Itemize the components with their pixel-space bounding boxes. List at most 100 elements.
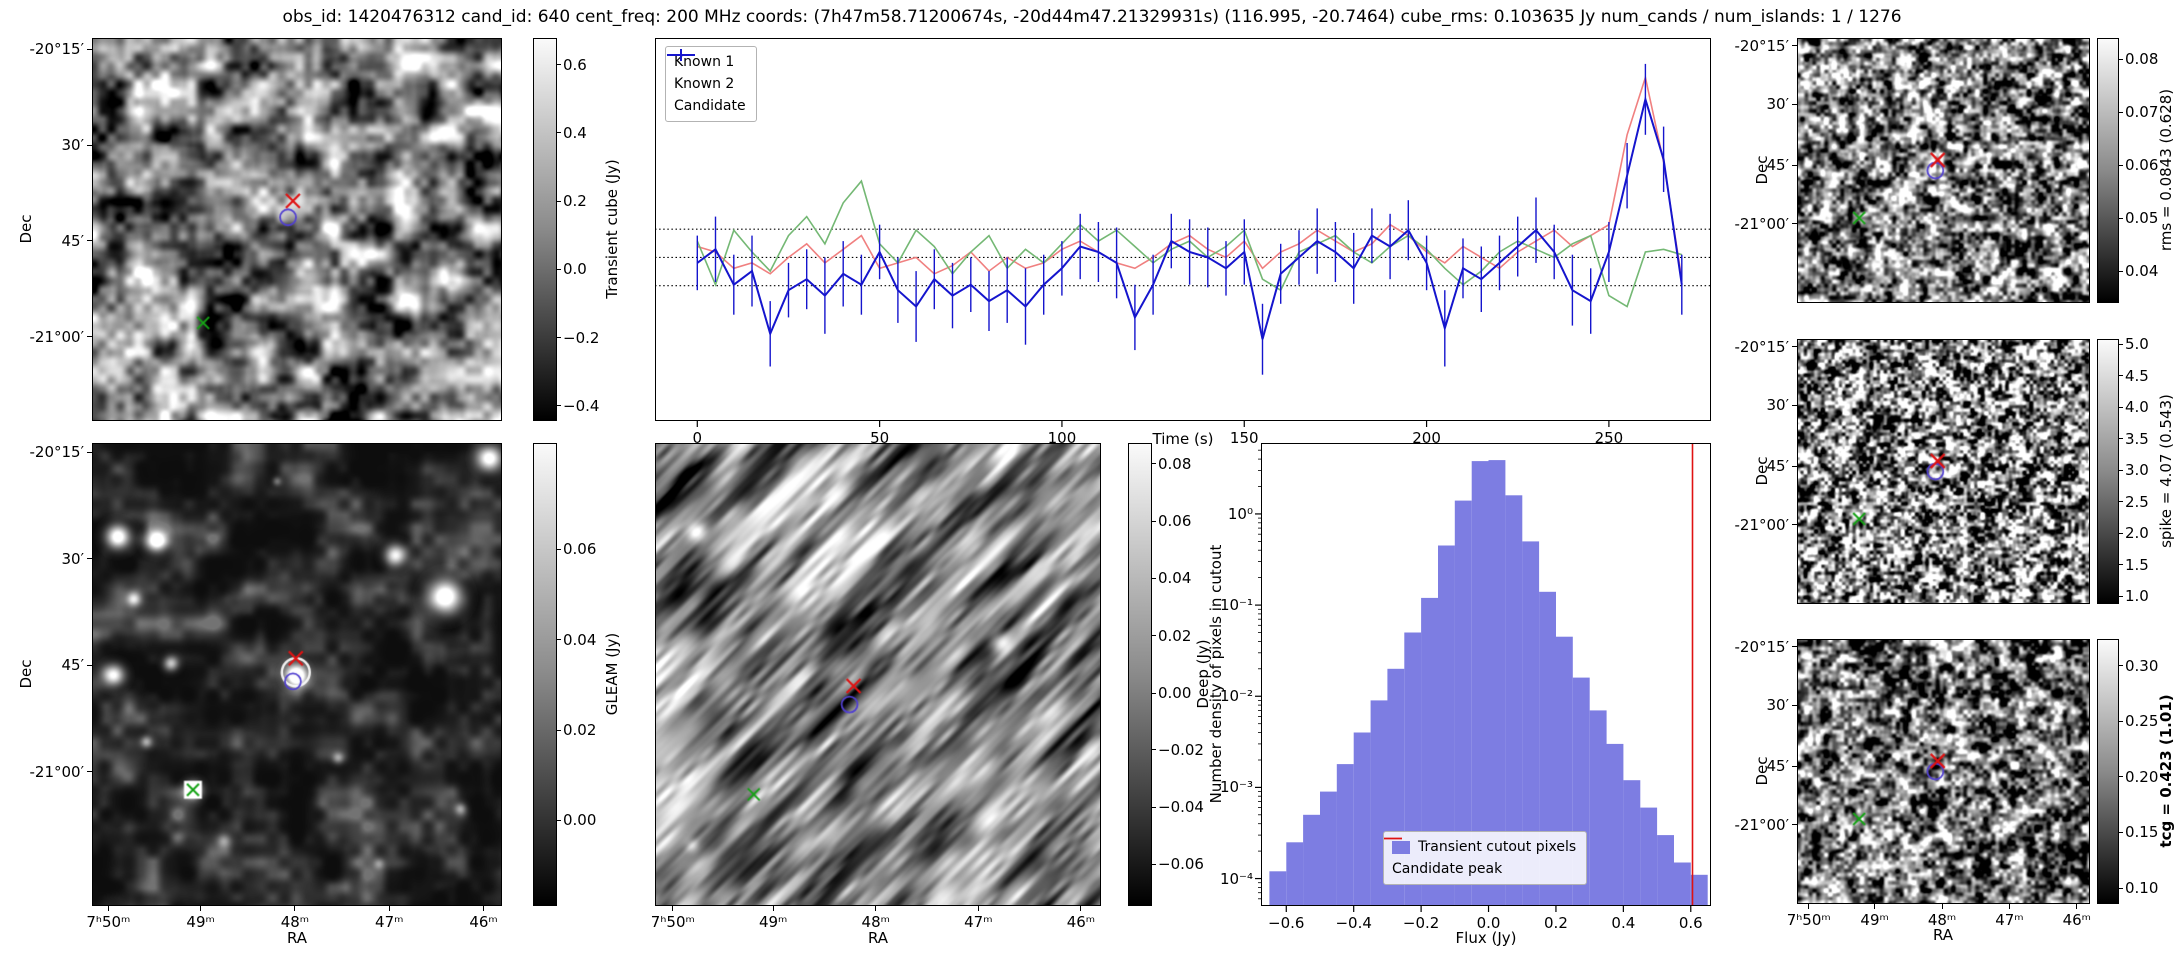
- spike-colorbar-tick-mark: [2119, 532, 2123, 534]
- histogram-bar: [1336, 764, 1354, 906]
- tcg-ra-tick-mark: [1941, 904, 1943, 909]
- legend-label: Known 1: [674, 54, 735, 70]
- deep-colorbar-tick-label: 0.00: [1158, 684, 1192, 703]
- spike-dec-tick-mark: [1792, 404, 1797, 406]
- transient-colorbar-tick-mark: [557, 64, 561, 66]
- histogram-legend-item: Transient cutout pixels: [1392, 836, 1576, 858]
- rms-canvas: [1798, 39, 2089, 302]
- lightcurve-plot: [655, 63, 1711, 427]
- transient-colorbar-tick-label: −0.2: [563, 328, 600, 347]
- tcg-dec-tick-label: -21°00′: [1734, 815, 1790, 834]
- transient-dec-tick-mark: [87, 144, 92, 146]
- histogram-bar: [1623, 780, 1641, 906]
- tcg-ra-tick-label: 48ᵐ: [1927, 911, 1957, 929]
- rms-colorbar-tick-mark: [2119, 217, 2123, 219]
- histogram-x-axis-label: Flux (Jy): [1455, 929, 1517, 947]
- rms-colorbar-tick-label: 0.04: [2125, 262, 2159, 281]
- lightcurve-panel: 0 50 100 150 200 250 Known 1 Known 2 Candidate: [655, 38, 1711, 447]
- spike-colorbar-tick-label: 1.5: [2125, 555, 2149, 574]
- histogram-y-tick-label: 10⁻²: [1219, 687, 1253, 706]
- transient-dec-tick-label: 45′: [61, 231, 85, 250]
- gleam-ra-tick-mark: [388, 906, 390, 911]
- gleam-ra-tick-mark: [107, 906, 109, 911]
- histogram-bar: [1438, 545, 1455, 906]
- histogram-bar: [1673, 862, 1691, 906]
- transient-colorbar-tick-mark: [557, 268, 561, 270]
- spike-colorbar: [2097, 339, 2119, 604]
- tcg-ra-tick-mark: [2008, 904, 2010, 909]
- deep-colorbar-tick-label: −0.06: [1158, 855, 1204, 874]
- histogram-x-tick-label: −0.4: [1335, 914, 1372, 932]
- rms-dec-tick-mark: [1792, 45, 1797, 47]
- gleam-dec-tick-label: -20°15′: [29, 443, 85, 462]
- spike-colorbar-tick-mark: [2119, 406, 2123, 408]
- deep-image-panel: [655, 443, 1101, 906]
- deep-ra-tick-label: 49ᵐ: [758, 913, 788, 931]
- deep-ra-tick-label: 7ʰ50ᵐ: [650, 913, 695, 931]
- histogram-bar: [1690, 874, 1708, 906]
- deep-colorbar: [1128, 443, 1152, 906]
- tcg-colorbar: [2097, 639, 2119, 904]
- gleam-dec-tick-mark: [87, 558, 92, 560]
- gleam-dec-tick-label: 30′: [61, 549, 85, 568]
- transient-colorbar-tick-label: 0.2: [563, 192, 587, 211]
- gleam-dec-axis-label: Dec: [17, 659, 35, 689]
- lightcurve-legend: Known 1 Known 2 Candidate: [665, 46, 757, 122]
- tcg-colorbar-tick-label: 0.30: [2125, 656, 2159, 675]
- rms-colorbar-tick-mark: [2119, 58, 2123, 60]
- transient-colorbar-tick-mark: [557, 405, 561, 407]
- gleam-colorbar-tick-mark: [557, 639, 561, 641]
- tcg-ra-tick-mark: [2076, 904, 2078, 909]
- transient-colorbar-label: Transient cube (Jy): [603, 159, 621, 299]
- rms-colorbar: [2097, 38, 2119, 303]
- deep-colorbar-tick-mark: [1152, 577, 1156, 579]
- tcg-dec-tick-label: -20°15′: [1734, 637, 1790, 656]
- lightcurve-x-axis-label: Time (s): [1152, 430, 1214, 448]
- histogram-bar: [1353, 732, 1371, 906]
- tcg-dec-tick-label: 30′: [1766, 696, 1790, 715]
- gleam-colorbar: [533, 443, 557, 906]
- candidate-line: [696, 95, 1683, 340]
- spike-colorbar-tick-label: 2.0: [2125, 524, 2149, 543]
- tcg-colorbar-tick-mark: [2119, 776, 2123, 778]
- spike-canvas: [1798, 340, 2089, 603]
- spike-colorbar-tick-label: 3.0: [2125, 461, 2149, 480]
- gleam-canvas: [93, 444, 501, 905]
- tcg-ra-tick-mark: [1874, 904, 1876, 909]
- transient-colorbar-tick-mark: [557, 132, 561, 134]
- tcg-ra-tick-label: 46ᵐ: [2062, 911, 2092, 929]
- gleam-ra-tick-mark: [200, 906, 202, 911]
- histogram-y-tick-label: 10⁻¹: [1219, 596, 1253, 615]
- gleam-colorbar-tick-label: 0.06: [563, 540, 597, 559]
- deep-colorbar-tick-label: 0.08: [1158, 454, 1192, 473]
- figure-title: obs_id: 1420476312 cand_id: 640 cent_fre…: [282, 7, 1902, 27]
- gleam-ra-tick-label: 48ᵐ: [280, 913, 310, 931]
- spike-dec-tick-mark: [1792, 524, 1797, 525]
- deep-ra-tick-mark: [672, 906, 674, 911]
- spike-colorbar-tick-label: 1.0: [2125, 587, 2149, 606]
- spike-dec-tick-mark: [1792, 346, 1797, 348]
- lightcurve-x-tick-label: 100: [1047, 429, 1077, 447]
- gleam-colorbar-tick-mark: [557, 548, 561, 550]
- spike-colorbar-tick-label: 2.5: [2125, 492, 2149, 511]
- lightcurve-x-tick-label: 0: [692, 429, 703, 447]
- spike-colorbar-tick-mark: [2119, 375, 2123, 377]
- deep-colorbar-tick-label: −0.02: [1158, 740, 1204, 759]
- gleam-colorbar-tick-mark: [557, 729, 561, 731]
- lightcurve-x-tick-label: 150: [1229, 429, 1259, 447]
- spike-colorbar-label: spike = 4.07 (0.543): [2157, 394, 2175, 548]
- transient-colorbar-tick-label: 0.6: [563, 55, 587, 74]
- tcg-ra-axis-label: RA: [1932, 926, 1954, 944]
- gleam-ra-tick-mark: [483, 906, 485, 911]
- gleam-ra-tick-label: 7ʰ50ᵐ: [86, 913, 131, 931]
- histogram-bar: [1303, 814, 1320, 906]
- histogram-bar: [1454, 500, 1472, 906]
- tcg-ra-tick-label: 47ᵐ: [1995, 911, 2024, 929]
- lightcurve-x-tick-label: 250: [1594, 429, 1624, 447]
- transient-colorbar-tick-label: −0.4: [563, 396, 600, 415]
- transient-dec-tick-mark: [87, 240, 92, 242]
- histogram-bar: [1505, 495, 1523, 906]
- transient-colorbar: [533, 38, 557, 421]
- rms-colorbar-label: rms = 0.0843 (0.628): [2157, 88, 2175, 252]
- histogram-legend-item: Candidate peak: [1384, 837, 1576, 880]
